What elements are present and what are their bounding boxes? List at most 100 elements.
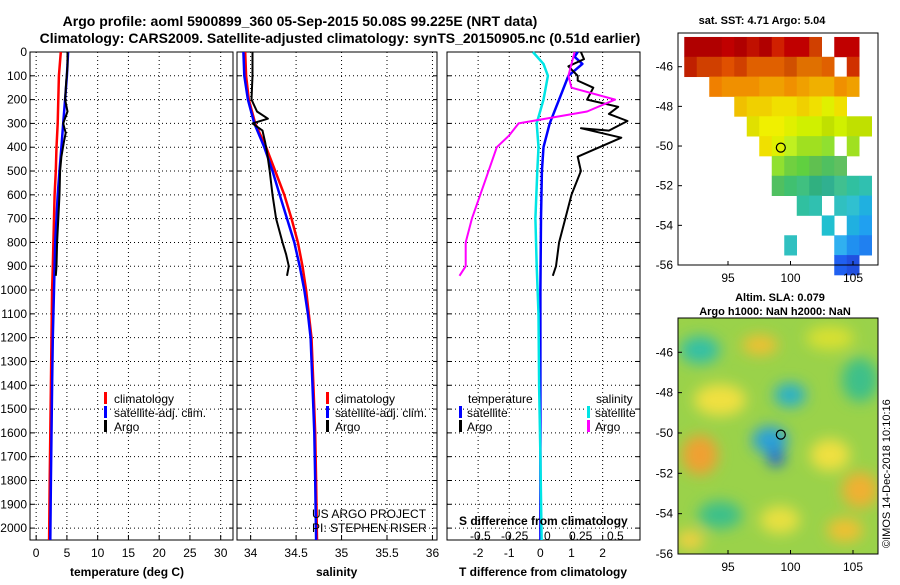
sst-cell xyxy=(759,76,772,97)
sst-cell xyxy=(734,76,747,97)
depth-tick-label: 1300 xyxy=(0,354,27,368)
figure-title-line2: Climatology: CARS2009. Satellite-adjuste… xyxy=(40,30,641,46)
depth-tick-label: 500 xyxy=(7,164,27,178)
figure-title-line1: Argo profile: aoml 5900899_360 05-Sep-20… xyxy=(63,13,538,29)
depth-tick-label: 100 xyxy=(7,69,27,83)
legend-swatch-argo xyxy=(326,420,329,432)
sst-cell xyxy=(771,175,785,196)
sst-cell xyxy=(759,116,772,137)
legend-label-s-argo: Argo xyxy=(595,420,621,434)
sst-cell xyxy=(709,56,722,78)
sst-cell xyxy=(696,36,710,58)
temperature-legend: climatology satellite-adj. clim. Argo xyxy=(104,392,206,434)
depth-tick-label: 1600 xyxy=(0,426,27,440)
depth-tick-label: 1400 xyxy=(0,378,27,392)
sst-cell xyxy=(846,215,860,236)
legend-swatch-climatology xyxy=(104,392,107,404)
sst-cell xyxy=(834,96,847,117)
legend-swatch-satellite xyxy=(104,406,107,418)
sst-cell xyxy=(796,155,810,177)
x-axis-label: salinity xyxy=(316,565,358,579)
x-tick-label: 35.5 xyxy=(375,546,399,560)
sst-cell xyxy=(796,96,810,117)
sst-cell xyxy=(846,136,860,157)
sst-cell xyxy=(709,36,722,58)
depth-tick-label: 800 xyxy=(7,235,27,249)
legend-label-climatology: climatology xyxy=(114,392,174,406)
series-line-s-satellite xyxy=(531,51,550,541)
sst-cell xyxy=(821,136,835,157)
sst-cell xyxy=(746,56,760,78)
panel-frame xyxy=(236,51,438,541)
map-y-tick-label: -50 xyxy=(656,426,674,440)
sst-cell xyxy=(759,36,772,58)
sst-cell xyxy=(734,96,747,117)
series-line-argo xyxy=(250,52,290,276)
sst-cell xyxy=(809,155,822,177)
sst-cell xyxy=(859,235,872,256)
series-line-argo xyxy=(54,52,69,276)
sst-map-axes: 95 100 105 -46 -48 -50 -52 -54 -56 xyxy=(656,60,864,285)
s-tick-label: -0.5 xyxy=(470,529,491,543)
sla-field xyxy=(678,318,878,554)
sst-cell xyxy=(809,136,822,157)
map-y-tick-label: -56 xyxy=(656,547,674,561)
salinity-panel: 34 34.5 35 35.5 36 salinity xyxy=(236,51,439,579)
legend-swatch-t-argo xyxy=(459,420,462,432)
sst-cell xyxy=(834,76,847,97)
sst-cell xyxy=(796,195,810,216)
sst-cell xyxy=(859,116,872,137)
sst-cell xyxy=(821,155,835,177)
map-y-tick-label: -52 xyxy=(656,466,674,480)
sst-cell xyxy=(746,96,760,117)
x-tick-label: 10 xyxy=(91,546,105,560)
map-x-tick-label: 100 xyxy=(780,271,800,285)
map-y-tick-label: -48 xyxy=(656,99,674,113)
sst-cell xyxy=(809,36,822,58)
sst-cell xyxy=(796,175,810,196)
imos-watermark: ©IMOS 14-Dec-2018 10:10:16 xyxy=(881,399,893,548)
legend-label-argo: Argo xyxy=(114,420,140,434)
legend-title-temperature: temperature xyxy=(468,392,533,406)
legend-label-satellite: satellite-adj. clim. xyxy=(335,406,427,420)
x-tick-label: 35 xyxy=(335,546,349,560)
sst-cell xyxy=(734,36,747,58)
depth-tick-label: 1800 xyxy=(0,473,27,487)
depth-tick-label: 700 xyxy=(7,212,27,226)
legend-swatch-argo xyxy=(104,420,107,432)
map-y-tick-label: -46 xyxy=(656,345,674,359)
panel-frame xyxy=(29,51,234,541)
map-y-tick-label: -46 xyxy=(656,60,674,74)
x-tick-label: 34 xyxy=(244,546,258,560)
sst-cell xyxy=(784,76,797,97)
difference-legend: temperature salinity satellite Argo sate… xyxy=(459,392,636,543)
x-axis-label: temperature (deg C) xyxy=(70,565,184,579)
x-tick-label: -2 xyxy=(473,546,484,560)
float-position-marker xyxy=(775,142,786,153)
x-tick-label: 0 xyxy=(537,546,544,560)
sst-cell xyxy=(771,136,785,157)
sla-map-frame xyxy=(677,317,879,555)
depth-tick-label: 1500 xyxy=(0,402,27,416)
sst-cell xyxy=(684,36,697,58)
series-line-t-satellite xyxy=(539,51,584,540)
series-line-t-argo xyxy=(551,51,629,277)
legend-label-t-satellite: satellite xyxy=(467,406,508,420)
sst-cell xyxy=(796,136,810,157)
sst-map-frame xyxy=(677,32,879,266)
sst-cell xyxy=(734,56,747,78)
legend-title-salinity: salinity xyxy=(596,392,633,406)
sst-cell xyxy=(721,76,735,97)
map-y-tick-label: -52 xyxy=(656,179,674,193)
sst-cell xyxy=(809,96,822,117)
sst-cell xyxy=(771,116,785,137)
sst-cell xyxy=(796,36,810,58)
sst-cell xyxy=(834,116,847,137)
depth-tick-label: 400 xyxy=(7,140,27,154)
legend-swatch-t-satellite xyxy=(459,406,462,418)
x-axis-label: T difference from climatology xyxy=(459,565,627,579)
depth-tick-label: 900 xyxy=(7,259,27,273)
map-x-tick-label: 95 xyxy=(721,271,735,285)
panel-frame xyxy=(446,51,641,541)
